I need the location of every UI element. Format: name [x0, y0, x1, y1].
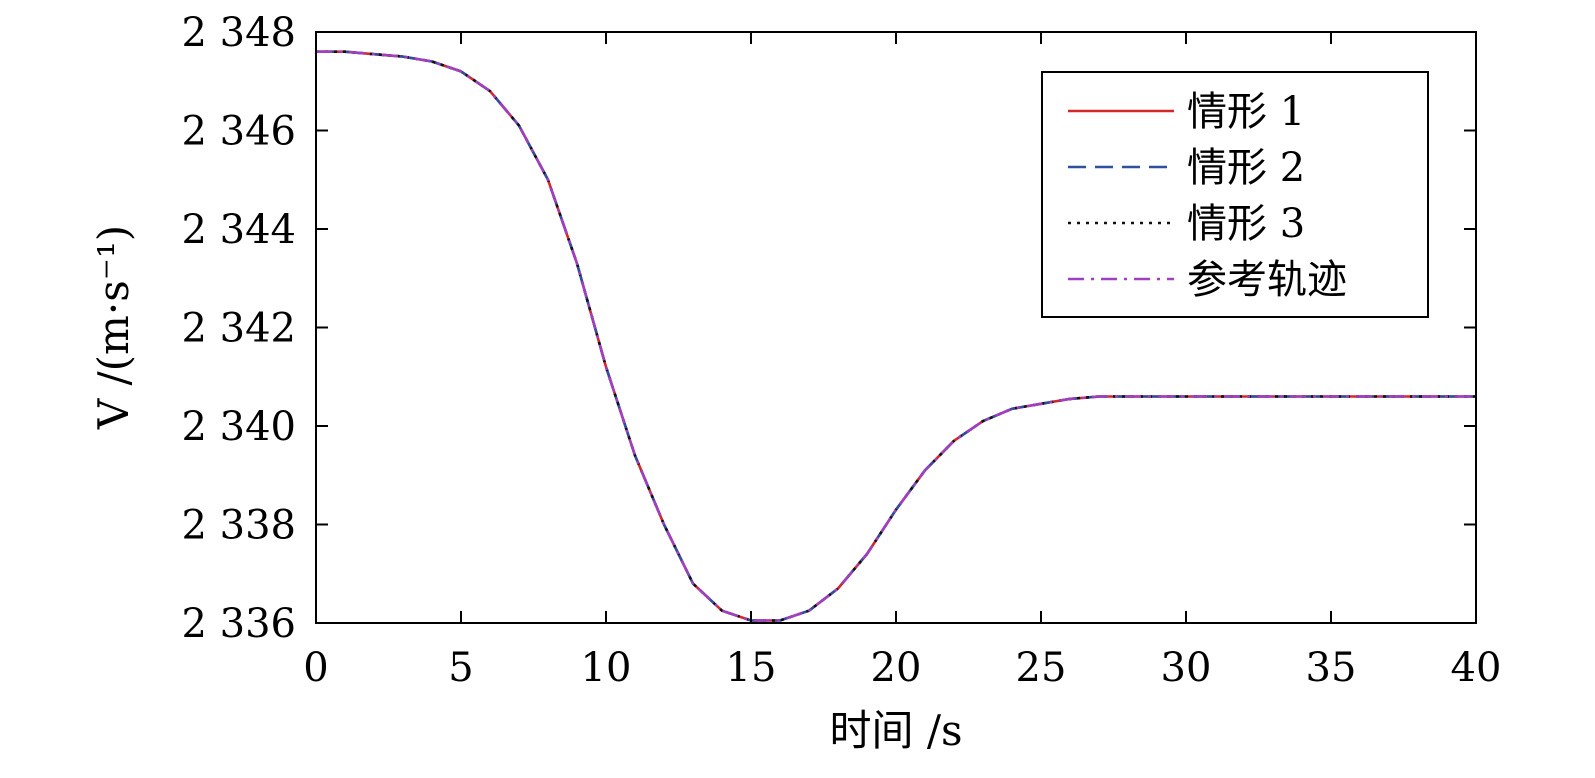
y-tick-label: 2 336: [181, 601, 296, 647]
ticks-layer: [315, 31, 1477, 624]
tick-labels-layer: 0 5 10 15 20 25 30 35 40 2 336 2 338 2 340 2 342 2 34…: [181, 10, 1501, 691]
legend: 情形 1 情形 2 情形 3 参考轨迹: [1041, 71, 1429, 318]
x-tick-label: 25: [1016, 645, 1067, 691]
x-tick-label: 5: [448, 645, 473, 691]
y-tick-label: 2 342: [181, 306, 296, 352]
y-tick-label: 2 346: [181, 109, 296, 155]
y-tick-label: 2 340: [181, 404, 296, 450]
legend-label: 情形 3: [1187, 201, 1305, 247]
legend-items: 情形 1 情形 2 情形 3 参考轨迹: [1068, 89, 1347, 303]
x-tick-label: 30: [1161, 645, 1212, 691]
legend-label: 情形 1: [1187, 89, 1305, 135]
legend-label: 参考轨迹: [1187, 257, 1347, 303]
series-line-3: [316, 50, 1476, 622]
y-tick-label: 2 348: [181, 10, 296, 56]
x-tick-label: 10: [581, 645, 632, 691]
y-tick-label: 2 338: [181, 503, 296, 549]
x-tick-label: 20: [871, 645, 922, 691]
y-tick-label: 2 344: [181, 207, 296, 253]
x-tick-label: 15: [726, 645, 777, 691]
series-layer: [316, 50, 1476, 622]
x-tick-label: 40: [1451, 645, 1502, 691]
series-line-4: [316, 50, 1476, 622]
x-tick-label: 0: [303, 645, 328, 691]
x-tick-label: 35: [1306, 645, 1357, 691]
x-axis-title: 时间 /s: [829, 706, 962, 755]
legend-label: 情形 2: [1187, 145, 1305, 191]
legend-box: [1041, 71, 1429, 318]
y-axis-title: V /(m·s⁻¹): [89, 225, 138, 430]
